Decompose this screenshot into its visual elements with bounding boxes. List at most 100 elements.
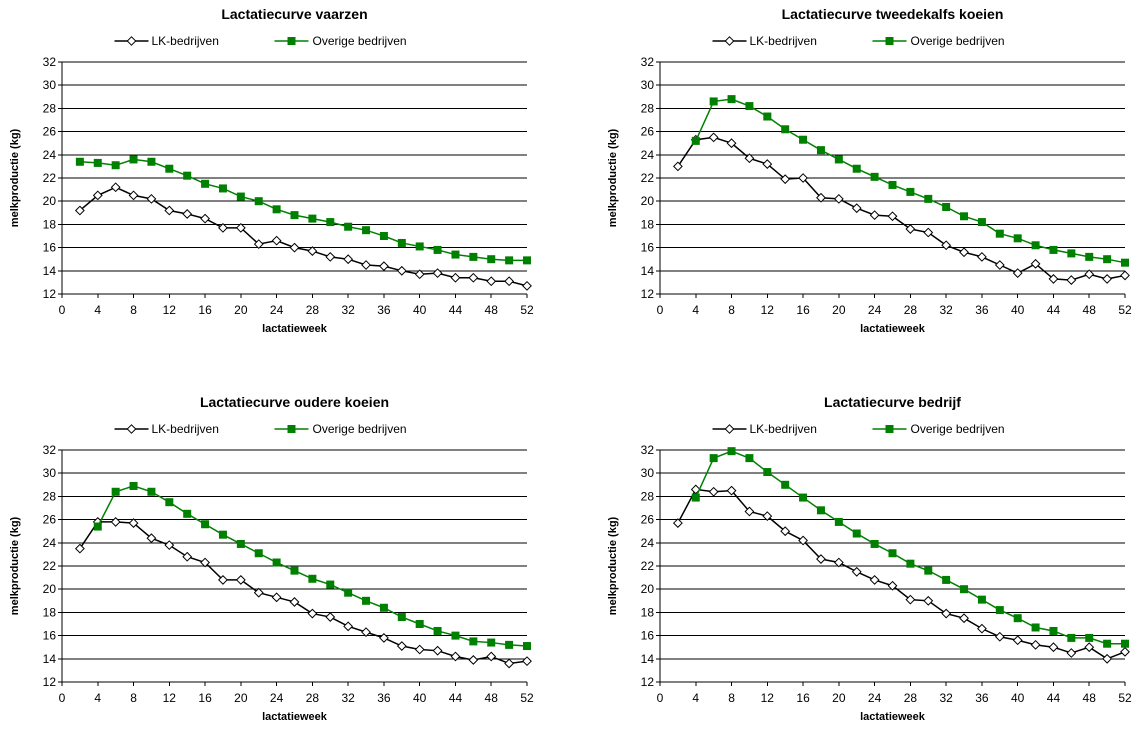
data-point <box>1121 258 1129 267</box>
data-point <box>763 112 772 121</box>
data-point <box>165 498 174 507</box>
data-point <box>851 203 862 214</box>
x-tick-label: 4 <box>94 303 101 317</box>
y-tick-label: 18 <box>641 217 655 231</box>
data-point <box>906 187 915 196</box>
data-point <box>816 192 826 203</box>
y-tick-label: 16 <box>641 629 655 643</box>
legend-label-lk: LK-bedrijven <box>750 34 817 48</box>
data-point <box>397 613 406 622</box>
data-point <box>1012 635 1023 646</box>
y-axis-title: melkproductie (kg) <box>607 516 619 615</box>
data-point <box>709 97 718 106</box>
y-axis-title: melkproductie (kg) <box>607 128 619 227</box>
data-point <box>129 155 138 164</box>
data-point <box>433 245 442 254</box>
x-tick-label: 16 <box>796 691 810 705</box>
data-point <box>887 211 898 222</box>
data-point <box>960 585 969 594</box>
data-point <box>781 480 790 489</box>
y-tick-label: 26 <box>43 513 57 527</box>
data-point <box>505 256 514 265</box>
legend-marker-other <box>287 425 296 433</box>
legend: LK-bedrijven Overige bedrijven <box>114 34 407 48</box>
data-point <box>905 224 916 234</box>
data-point <box>1084 642 1095 653</box>
chart-panel-4: Lactatiecurve bedrijf LK-bedrijven Overige… <box>607 394 1132 723</box>
x-axis-title: lactatieweek <box>860 711 926 723</box>
data-point <box>727 447 736 456</box>
data-point <box>708 486 719 497</box>
y-tick-label: 30 <box>43 466 57 480</box>
y-tick-label: 32 <box>641 55 655 69</box>
data-point <box>486 651 497 662</box>
data-point <box>799 493 808 502</box>
x-tick-label: 52 <box>1118 303 1132 317</box>
y-tick-label: 30 <box>641 78 655 92</box>
data-point <box>93 158 102 167</box>
x-tick-label: 4 <box>94 691 101 705</box>
data-point <box>362 226 371 235</box>
x-tick-label: 0 <box>59 691 66 705</box>
data-point <box>834 517 843 526</box>
data-point <box>1049 245 1058 254</box>
data-point <box>468 272 479 283</box>
data-point <box>307 608 318 619</box>
data-point <box>218 575 228 585</box>
data-point <box>253 587 264 598</box>
data-point <box>923 595 934 606</box>
data-point <box>451 631 460 640</box>
data-point <box>236 539 245 548</box>
y-tick-label: 12 <box>43 287 57 301</box>
x-tick-label: 48 <box>485 691 499 705</box>
x-tick-label: 24 <box>868 691 882 705</box>
chart-panel-2: Lactatiecurve tweedekalfs koeien LK-bedri… <box>607 6 1132 335</box>
x-tick-label: 12 <box>761 691 775 705</box>
data-point <box>164 205 175 216</box>
series-line <box>695 98 1126 264</box>
data-point <box>923 227 934 238</box>
x-tick-label: 8 <box>130 691 137 705</box>
data-point <box>379 633 389 643</box>
data-point <box>450 651 461 662</box>
data-point <box>1012 268 1023 279</box>
legend-label-other: Overige bedrijven <box>911 422 1005 436</box>
data-point <box>780 174 791 185</box>
x-tick-label: 40 <box>1011 303 1025 317</box>
data-point <box>1103 255 1112 264</box>
x-tick-label: 32 <box>341 303 355 317</box>
data-point <box>361 627 371 638</box>
x-tick-label: 12 <box>163 303 177 317</box>
data-point <box>147 487 156 496</box>
x-tick-label: 48 <box>1083 303 1097 317</box>
y-tick-label: 32 <box>43 55 57 69</box>
legend-label-other: Overige bedrijven <box>313 422 407 436</box>
y-tick-label: 30 <box>43 78 57 92</box>
x-tick-label: 12 <box>163 691 177 705</box>
data-point <box>522 656 532 667</box>
data-point <box>414 269 425 280</box>
data-point <box>744 153 755 164</box>
x-axis-title: lactatieweek <box>860 323 926 335</box>
y-axis-title: melkproductie (kg) <box>9 128 21 227</box>
data-point <box>128 518 139 528</box>
data-point <box>780 526 791 537</box>
data-point <box>182 551 193 562</box>
data-point <box>487 255 496 264</box>
data-point <box>93 522 102 531</box>
data-point <box>852 529 861 538</box>
x-tick-label: 52 <box>520 303 534 317</box>
data-point <box>325 251 336 262</box>
y-tick-label: 24 <box>43 148 57 162</box>
data-point <box>816 506 825 515</box>
data-point <box>343 254 354 265</box>
x-tick-label: 44 <box>1047 303 1061 317</box>
data-point <box>308 214 317 223</box>
data-point <box>504 276 515 287</box>
x-tick-label: 0 <box>657 303 664 317</box>
x-tick-label: 8 <box>728 303 735 317</box>
x-tick-label: 36 <box>377 303 391 317</box>
y-tick-label: 32 <box>43 443 57 457</box>
chart-title: Lactatiecurve vaarzen <box>221 6 367 22</box>
